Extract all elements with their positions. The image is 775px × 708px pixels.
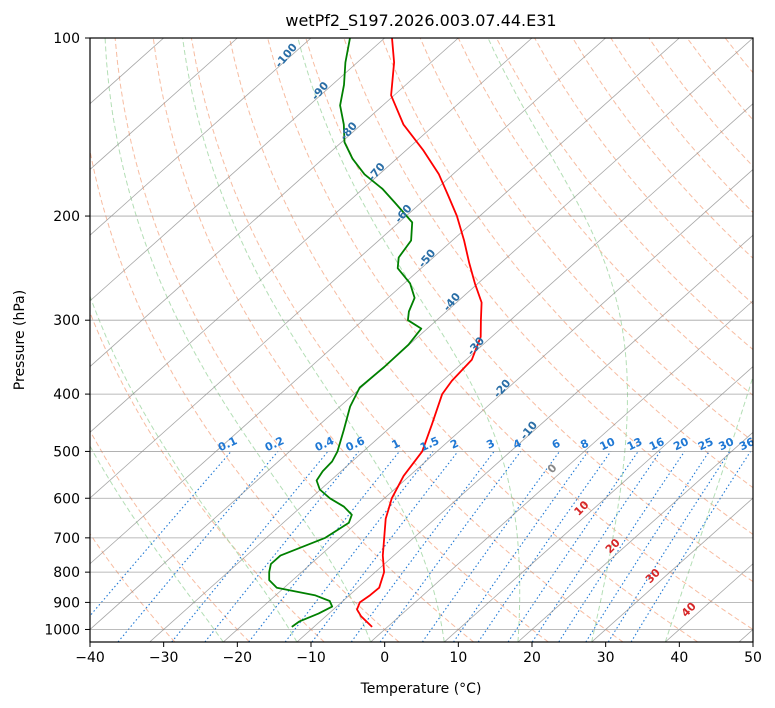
dry-adiabat-line <box>114 38 474 642</box>
dry-adiabat-line <box>229 38 698 642</box>
mixing-ratio-label: 30 <box>717 435 737 453</box>
x-tick-label: −40 <box>75 650 105 666</box>
chart-title: wetPf2_S197.2026.003.07.44.E31 <box>285 11 556 31</box>
y-tick-label: 200 <box>53 209 80 225</box>
mixing-ratio-label: 20 <box>671 435 691 453</box>
mixing-ratio-line <box>204 451 360 642</box>
mixing-ratio-line <box>585 451 710 642</box>
dry-adiabat-line <box>267 38 753 631</box>
profile-lines <box>268 38 483 628</box>
moist-adiabat-line <box>104 38 372 642</box>
moist-adiabat-line <box>664 374 753 642</box>
x-tick-label: 30 <box>597 650 615 666</box>
plot-frame <box>89 37 754 643</box>
dry-adiabat-line <box>457 38 753 396</box>
y-tick-label: 1000 <box>44 622 80 638</box>
isotherm-line <box>370 300 753 642</box>
isotherm-line <box>517 431 753 642</box>
mixing-ratio-line <box>507 451 639 642</box>
y-tick-label: 900 <box>53 595 80 611</box>
temperature-profile-line <box>356 38 483 628</box>
x-tick-label: −30 <box>149 650 179 666</box>
mixing-ratio-line <box>421 451 561 642</box>
y-tick-label: 600 <box>53 491 80 507</box>
y-tick-label: 300 <box>53 313 80 329</box>
isotherm-line <box>149 103 753 642</box>
isotherm-line <box>296 234 753 642</box>
isotherm-line <box>90 38 680 565</box>
isotherm-line <box>444 366 753 642</box>
moist-adiabat-line <box>182 38 445 642</box>
x-tick-label: −20 <box>223 650 253 666</box>
isotherm-line <box>90 38 606 499</box>
dry-adiabats <box>90 38 775 642</box>
mixing-ratio-line <box>558 451 685 642</box>
x-tick-label: 50 <box>744 650 762 666</box>
y-tick-label: 100 <box>53 31 80 47</box>
isotherm-line <box>223 168 753 642</box>
x-tick-label: 40 <box>670 650 688 666</box>
moist-adiabat-line <box>90 445 224 642</box>
y-axis-label: Pressure (hPa) <box>12 290 28 390</box>
y-axis-ticks: 100 200 300 400 500 600 700 800 900 1000 <box>44 31 90 638</box>
mixing-ratio-line <box>350 451 495 642</box>
y-tick-label: 800 <box>53 565 80 581</box>
mixing-ratio-label: 16 <box>647 435 667 453</box>
dry-adiabat-line <box>152 38 549 642</box>
mixing-ratio-line <box>453 451 589 642</box>
isotherm-line <box>90 38 312 236</box>
mixing-ratio-line <box>630 451 751 642</box>
isotherm-line <box>90 38 753 631</box>
isotherm-line <box>90 38 385 302</box>
isotherms <box>90 38 753 642</box>
mixing-ratio-line <box>311 451 459 642</box>
isotherm-line <box>90 38 459 368</box>
dry-adiabat-line <box>534 38 753 305</box>
y-tick-label: 500 <box>53 444 80 460</box>
mixing-ratio-line <box>531 451 661 642</box>
dry-adiabat-line <box>190 38 624 642</box>
dry-adiabat-line <box>763 38 775 642</box>
x-tick-label: 20 <box>523 650 541 666</box>
y-tick-label: 700 <box>53 531 80 547</box>
mixing-ratio-label: 25 <box>696 435 715 453</box>
x-axis-label: Temperature (°C) <box>360 681 482 697</box>
x-tick-label: 10 <box>449 650 467 666</box>
dry-adiabat-line <box>305 38 753 583</box>
isotherm-line <box>90 38 533 433</box>
mixing-ratio-label: 13 <box>625 435 644 453</box>
x-axis-ticks: −40 −30 −20 −10 0 10 20 30 40 50 <box>75 642 762 666</box>
dewpoint-profile-line <box>268 38 423 628</box>
isotherm-line <box>591 497 753 642</box>
mixing-ratio-line <box>171 451 329 642</box>
x-tick-label: −10 <box>296 650 326 666</box>
mixing-ratio-line <box>477 451 612 642</box>
mixing-ratio-label: 10 <box>598 435 618 453</box>
dry-adiabat-line <box>90 429 250 642</box>
y-tick-label: 400 <box>53 387 80 403</box>
mixing-ratio-label: 36 <box>737 435 757 453</box>
x-tick-label: 0 <box>380 650 389 666</box>
moist-adiabat-line <box>487 38 628 642</box>
isotherm-line <box>90 38 238 170</box>
